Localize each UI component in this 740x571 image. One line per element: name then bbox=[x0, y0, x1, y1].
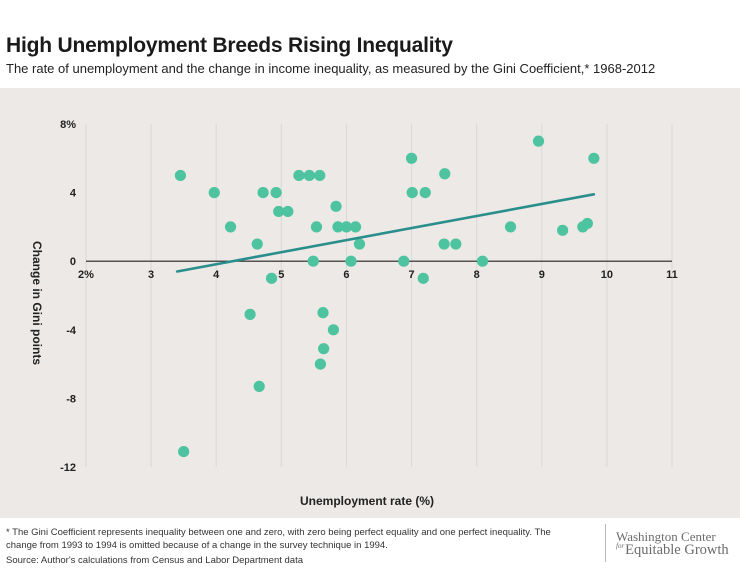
data-point bbox=[476, 255, 489, 267]
x-tick-label: 10 bbox=[601, 269, 613, 281]
data-point bbox=[314, 169, 326, 182]
x-tick-label: 6 bbox=[343, 269, 349, 281]
data-point bbox=[340, 221, 353, 233]
data-point bbox=[244, 308, 256, 320]
data-point bbox=[581, 217, 593, 230]
data-point bbox=[307, 255, 319, 267]
data-point bbox=[439, 168, 451, 180]
data-point bbox=[450, 238, 462, 250]
brand-name-line2-text: Equitable Growth bbox=[625, 542, 729, 558]
brand-name-line2: forEquitable Growth bbox=[616, 542, 729, 559]
data-point bbox=[419, 187, 431, 199]
data-point bbox=[270, 187, 282, 199]
top-band bbox=[0, 0, 740, 22]
brand-for: for bbox=[616, 542, 625, 550]
y-tick-label: -12 bbox=[60, 462, 76, 474]
data-point bbox=[504, 221, 517, 233]
data-point bbox=[253, 380, 265, 392]
data-point bbox=[303, 169, 315, 182]
data-point bbox=[208, 187, 220, 199]
data-point bbox=[174, 169, 187, 182]
y-tick-label: -4 bbox=[66, 325, 77, 337]
data-point bbox=[532, 135, 545, 147]
y-tick-label: -8 bbox=[66, 393, 76, 405]
x-tick-label: 2% bbox=[78, 269, 94, 281]
chart-subtitle: The rate of unemployment and the change … bbox=[6, 61, 656, 76]
data-point bbox=[314, 358, 326, 370]
x-tick-label: 8 bbox=[474, 269, 480, 281]
header bbox=[0, 22, 740, 88]
footer bbox=[0, 518, 740, 571]
data-point bbox=[257, 187, 269, 199]
trend-line bbox=[175, 193, 596, 273]
brand-name-line1: Washington Center bbox=[616, 529, 716, 544]
data-point bbox=[588, 152, 600, 164]
y-axis-title: Change in Gini points bbox=[30, 241, 44, 365]
data-point bbox=[557, 224, 569, 236]
x-tick-label: 11 bbox=[666, 269, 678, 281]
data-point bbox=[178, 445, 190, 458]
data-point bbox=[353, 238, 366, 250]
data-point bbox=[405, 152, 418, 164]
data-point bbox=[265, 272, 278, 284]
x-tick-label: 5 bbox=[278, 269, 284, 281]
data-point bbox=[398, 255, 410, 267]
y-tick-label: 0 bbox=[70, 256, 76, 268]
data-point bbox=[406, 187, 418, 199]
data-point bbox=[330, 200, 342, 212]
chart-title: High Unemployment Breeds Rising Inequali… bbox=[6, 34, 453, 57]
data-point bbox=[327, 324, 340, 336]
data-point bbox=[317, 307, 329, 319]
y-tick-label: 4 bbox=[70, 188, 77, 200]
data-point bbox=[273, 205, 285, 218]
x-tick-label: 7 bbox=[408, 269, 414, 281]
footnote: * The Gini Coefficient represents inequa… bbox=[6, 527, 551, 551]
chart-area bbox=[0, 88, 740, 518]
y-tick-label: 8% bbox=[60, 119, 76, 131]
x-tick-label: 3 bbox=[148, 269, 154, 281]
data-point bbox=[438, 238, 450, 250]
x-axis-title: Unemployment rate (%) bbox=[300, 494, 434, 508]
x-tick-label: 4 bbox=[213, 269, 220, 281]
data-point bbox=[345, 255, 357, 267]
data-point bbox=[224, 221, 237, 233]
x-tick-label: 9 bbox=[539, 269, 545, 281]
data-point bbox=[293, 169, 305, 182]
data-point bbox=[349, 221, 362, 233]
source-note: Source: Author's calculations from Censu… bbox=[6, 555, 304, 566]
data-point bbox=[251, 238, 263, 250]
data-point bbox=[417, 272, 429, 284]
data-point bbox=[332, 221, 344, 233]
data-point bbox=[318, 343, 330, 355]
data-point bbox=[282, 205, 294, 218]
data-point bbox=[310, 221, 323, 233]
brand-divider bbox=[605, 524, 606, 562]
